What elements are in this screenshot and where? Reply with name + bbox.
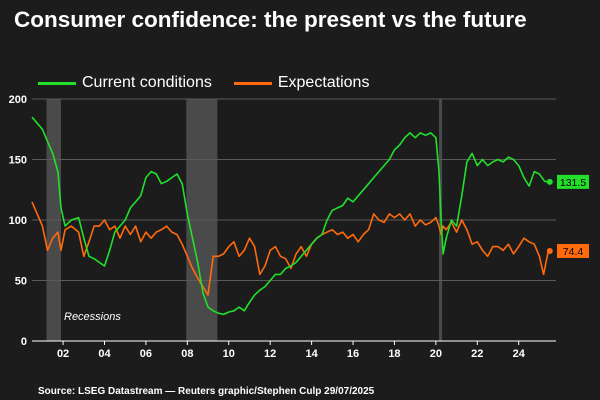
source-note: Source: LSEG Datastream — Reuters graphi…: [38, 386, 375, 397]
legend-swatch-current: [38, 81, 76, 85]
x-tick-label-22: 22: [471, 348, 483, 360]
y-tick-label-100: 100: [9, 215, 27, 227]
recessions-label: Recessions: [64, 311, 121, 323]
y-tick-label-150: 150: [9, 155, 27, 167]
current-conditions-line: [31, 116, 550, 316]
x-tick-label-20: 20: [430, 348, 442, 360]
x-tick-label-12: 12: [264, 348, 276, 360]
x-tick-label-06: 06: [140, 348, 152, 360]
current-value-box: [557, 174, 589, 189]
chart-legend: Current conditions Expectations: [38, 74, 391, 92]
x-tick-label-24: 24: [513, 348, 526, 360]
x-tick-label-14: 14: [305, 348, 318, 360]
expectations-line: [31, 201, 551, 296]
legend-item-expectations: Expectations: [233, 74, 370, 92]
chart-title: Consumer confidence: the present vs the …: [14, 7, 527, 32]
legend-label-expectations: Expectations: [277, 74, 370, 91]
legend-label-current: Current conditions: [82, 74, 212, 91]
x-tick-label-02: 02: [57, 348, 69, 360]
current-value-label: 131.5: [560, 177, 586, 189]
current-end-point: [546, 178, 553, 185]
expectations-value-box: [557, 243, 589, 258]
x-tick-label-16: 16: [347, 348, 359, 360]
legend-swatch-expectations: [233, 81, 272, 85]
y-tick-label-0: 0: [21, 336, 27, 348]
x-tick-label-04: 04: [98, 348, 111, 360]
x-tick-label-18: 18: [388, 348, 400, 360]
y-tick-label-200: 200: [9, 94, 27, 106]
x-tick-label-10: 10: [223, 348, 235, 360]
expectations-end-point: [546, 247, 553, 254]
expectations-value-label: 74.4: [563, 246, 584, 258]
legend-item-current: Current conditions: [38, 74, 212, 92]
x-tick-label-08: 08: [181, 348, 193, 360]
y-tick-label-50: 50: [15, 276, 27, 288]
